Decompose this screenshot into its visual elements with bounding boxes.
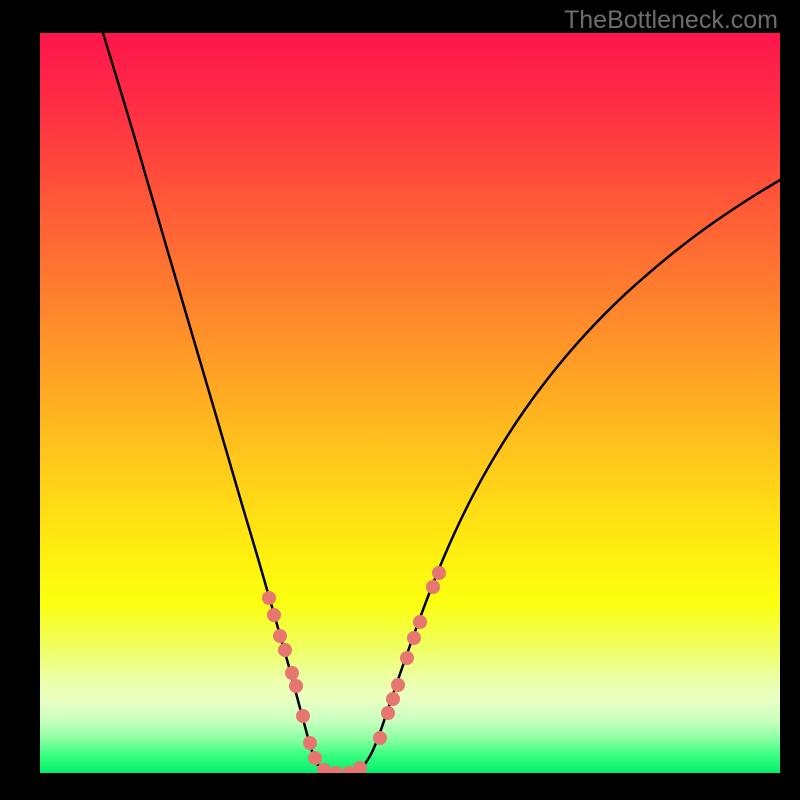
data-point [262,591,276,605]
data-point [391,678,405,692]
data-point [308,751,322,765]
data-point [381,706,395,720]
watermark-text: TheBottleneck.com [564,6,778,35]
data-point [289,679,303,693]
data-point [267,608,281,622]
plot-area [40,33,780,773]
data-point [373,731,387,745]
data-point [413,615,427,629]
data-point [296,709,310,723]
data-point [386,692,400,706]
data-point [285,666,299,680]
data-point [426,580,440,594]
data-point [432,566,446,580]
data-point [407,631,421,645]
data-point [273,629,287,643]
chart-svg [40,33,780,773]
data-point [278,643,292,657]
data-point [400,651,414,665]
data-point [303,736,317,750]
